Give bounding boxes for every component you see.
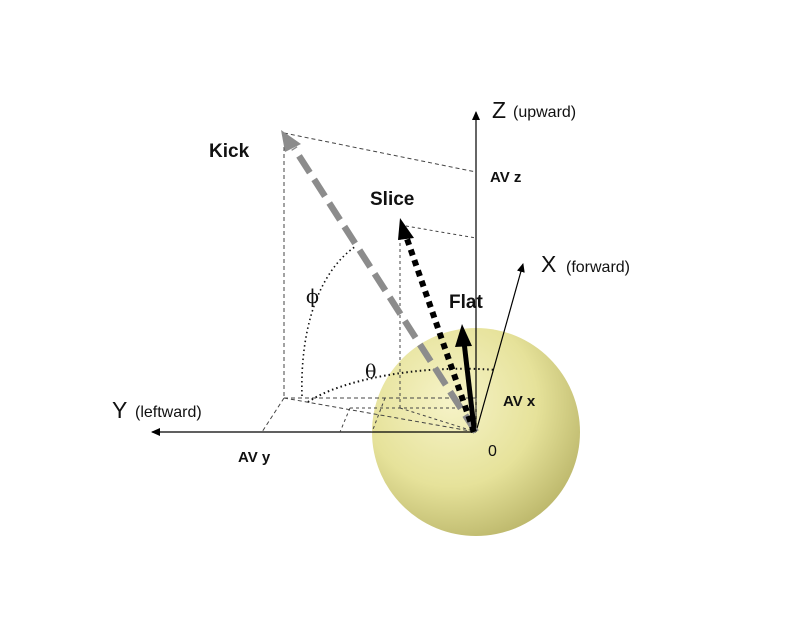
slice-projection-lines (339, 224, 477, 433)
z-axis-letter: Z (492, 97, 506, 123)
flat-label: Flat (449, 292, 483, 313)
avy-label: AV y (238, 449, 271, 466)
flat-vector (455, 324, 477, 429)
kick-arrowhead (281, 130, 301, 152)
avz-label: AV z (490, 169, 521, 186)
theta-arc (307, 367, 497, 403)
x-axis-line (475, 263, 525, 433)
kick-label: Kick (209, 141, 250, 162)
x-axis-letter: X (541, 251, 556, 277)
origin-label: 0 (488, 443, 497, 460)
axis-lines (151, 111, 525, 436)
z-axis-desc: (upward) (513, 104, 576, 121)
slice-label: Slice (370, 189, 414, 210)
kick-vector (281, 130, 479, 434)
slice-arrowhead (398, 218, 414, 240)
phi-label: ϕ (306, 286, 319, 308)
flat-arrowhead (455, 324, 472, 347)
y-axis-desc: (leftward) (135, 404, 202, 421)
phi-arc (301, 245, 357, 397)
avx-label: AV x (503, 393, 536, 410)
y-axis-letter: Y (112, 397, 127, 423)
slice-vector (398, 218, 477, 433)
theta-label: θ (365, 361, 376, 383)
x-axis-desc: (forward) (566, 259, 630, 276)
